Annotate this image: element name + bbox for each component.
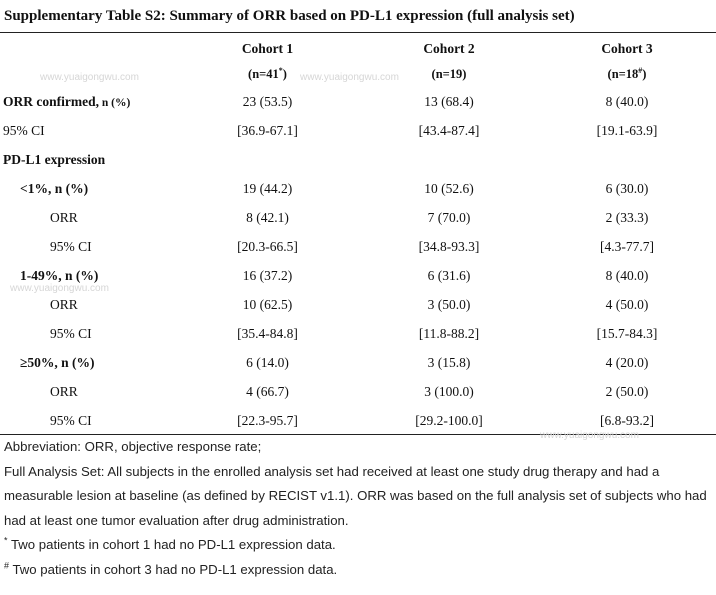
table-cell: 8 (42.1) xyxy=(246,209,289,225)
watermark: www.yuaigongwu.com xyxy=(540,430,639,441)
table-notes: Abbreviation: ORR, objective response ra… xyxy=(4,435,714,583)
table-cell: 4 (50.0) xyxy=(605,296,649,312)
table-cell xyxy=(538,145,716,174)
row-label: ≥50%, n (%) xyxy=(20,354,95,370)
table-row: ORR 8 (42.1) 7 (70.0) 2 (33.3) xyxy=(0,203,716,232)
table-cell: [6.8-93.2] xyxy=(600,412,654,428)
watermark: www.yuaigongwu.com xyxy=(10,283,109,294)
cohort-3-header: Cohort 3 xyxy=(601,40,653,56)
table-cell: [19.1-63.9] xyxy=(596,122,658,138)
table-row: 95% CI [20.3-66.5] [34.8-93.3] [4.3-77.7… xyxy=(0,232,716,261)
table-cell xyxy=(360,145,538,174)
table-cell: [35.4-84.8] xyxy=(237,325,298,341)
table-cell: [36.9-67.1] xyxy=(237,122,298,138)
table-row: PD-L1 expression xyxy=(0,145,716,174)
table-cell: 8 (40.0) xyxy=(605,93,649,109)
table-cell: [34.8-93.3] xyxy=(418,238,480,254)
watermark: www.yuaigongwu.com xyxy=(40,72,139,83)
table-cell: 6 (14.0) xyxy=(246,354,289,370)
table-cell: 3 (50.0) xyxy=(427,296,471,312)
bottom-rule xyxy=(0,434,716,435)
top-rule xyxy=(0,32,716,33)
table-cell: [43.4-87.4] xyxy=(418,122,480,138)
table-cell: 2 (50.0) xyxy=(605,383,649,399)
table-cell: 4 (20.0) xyxy=(605,354,649,370)
footnote-cohort-1: * Two patients in cohort 1 had no PD-L1 … xyxy=(4,535,336,553)
table-cell: [11.8-88.2] xyxy=(418,325,480,341)
n-row: (n=41*) (n=19) (n=18#) xyxy=(0,62,716,87)
cohort-2-n: (n=19) xyxy=(431,67,467,81)
row-label: ORR xyxy=(50,296,78,312)
table-cell: 4 (66.7) xyxy=(246,383,289,399)
full-analysis-note: Full Analysis Set: All subjects in the e… xyxy=(4,463,707,528)
row-label: 95% CI xyxy=(3,122,45,138)
table-cell: 6 (31.6) xyxy=(427,267,471,283)
header-blank xyxy=(0,33,175,62)
watermark: www.yuaigongwu.com xyxy=(300,72,399,83)
table-row: ORR confirmed, n (%) 23 (53.5) 13 (68.4)… xyxy=(0,87,716,116)
table-title: Supplementary Table S2: Summary of ORR b… xyxy=(4,8,575,24)
table-cell xyxy=(175,145,360,174)
table-row: 1-49%, n (%) 16 (37.2) 6 (31.6) 8 (40.0) xyxy=(0,261,716,290)
row-label: 95% CI xyxy=(50,412,92,428)
cohort-1-n: (n=41*) xyxy=(248,65,287,81)
table-cell: [22.3-95.7] xyxy=(237,412,298,428)
table-cell: 2 (33.3) xyxy=(605,209,649,225)
table-row: ≥50%, n (%) 6 (14.0) 3 (15.8) 4 (20.0) xyxy=(0,348,716,377)
table-cell: [15.7-84.3] xyxy=(596,325,658,341)
row-label: ORR xyxy=(50,209,78,225)
table-cell: 10 (62.5) xyxy=(242,296,293,312)
table-row: 95% CI [35.4-84.8] [11.8-88.2] [15.7-84.… xyxy=(0,319,716,348)
table-cell: [29.2-100.0] xyxy=(415,412,483,428)
row-label: 1-49%, n (%) xyxy=(20,267,99,283)
row-label: 95% CI xyxy=(50,325,92,341)
table-cell: 6 (30.0) xyxy=(605,180,649,196)
table-cell: 3 (15.8) xyxy=(427,354,471,370)
table-cell: [4.3-77.7] xyxy=(600,238,654,254)
cohort-3-n: (n=18#) xyxy=(607,65,647,81)
table-row: ORR 10 (62.5) 3 (50.0) 4 (50.0) xyxy=(0,290,716,319)
table-cell: 8 (40.0) xyxy=(605,267,649,283)
row-label: 95% CI xyxy=(50,238,92,254)
table-cell: [20.3-66.5] xyxy=(237,238,298,254)
row-label: PD-L1 expression xyxy=(3,151,106,167)
table-row: 95% CI [22.3-95.7] [29.2-100.0] [6.8-93.… xyxy=(0,406,716,435)
table-row: <1%, n (%) 19 (44.2) 10 (52.6) 6 (30.0) xyxy=(0,174,716,203)
cohort-2-header: Cohort 2 xyxy=(423,40,475,56)
orr-summary-table: Cohort 1 Cohort 2 Cohort 3 (n=41*) (n=19… xyxy=(0,33,716,435)
row-label: ORR xyxy=(50,383,78,399)
table-cell: 13 (68.4) xyxy=(424,93,474,109)
table-row: 95% CI [36.9-67.1] [43.4-87.4] [19.1-63.… xyxy=(0,116,716,145)
table-cell: 3 (100.0) xyxy=(424,383,474,399)
row-label: <1%, n (%) xyxy=(20,180,89,196)
table-row: ORR 4 (66.7) 3 (100.0) 2 (50.0) xyxy=(0,377,716,406)
cohort-1-header: Cohort 1 xyxy=(241,40,294,56)
header-row: Cohort 1 Cohort 2 Cohort 3 xyxy=(0,33,716,62)
table-cell: 19 (44.2) xyxy=(242,180,293,196)
row-label: ORR confirmed, n (%) xyxy=(3,93,131,109)
abbreviation-note: Abbreviation: ORR, objective response ra… xyxy=(4,439,262,454)
table-cell: 16 (37.2) xyxy=(242,267,293,283)
table-cell: 10 (52.6) xyxy=(424,180,474,196)
table-cell: 23 (53.5) xyxy=(242,93,293,109)
footnote-cohort-3: # Two patients in cohort 3 had no PD-L1 … xyxy=(4,560,338,577)
table-cell: 7 (70.0) xyxy=(427,209,471,225)
